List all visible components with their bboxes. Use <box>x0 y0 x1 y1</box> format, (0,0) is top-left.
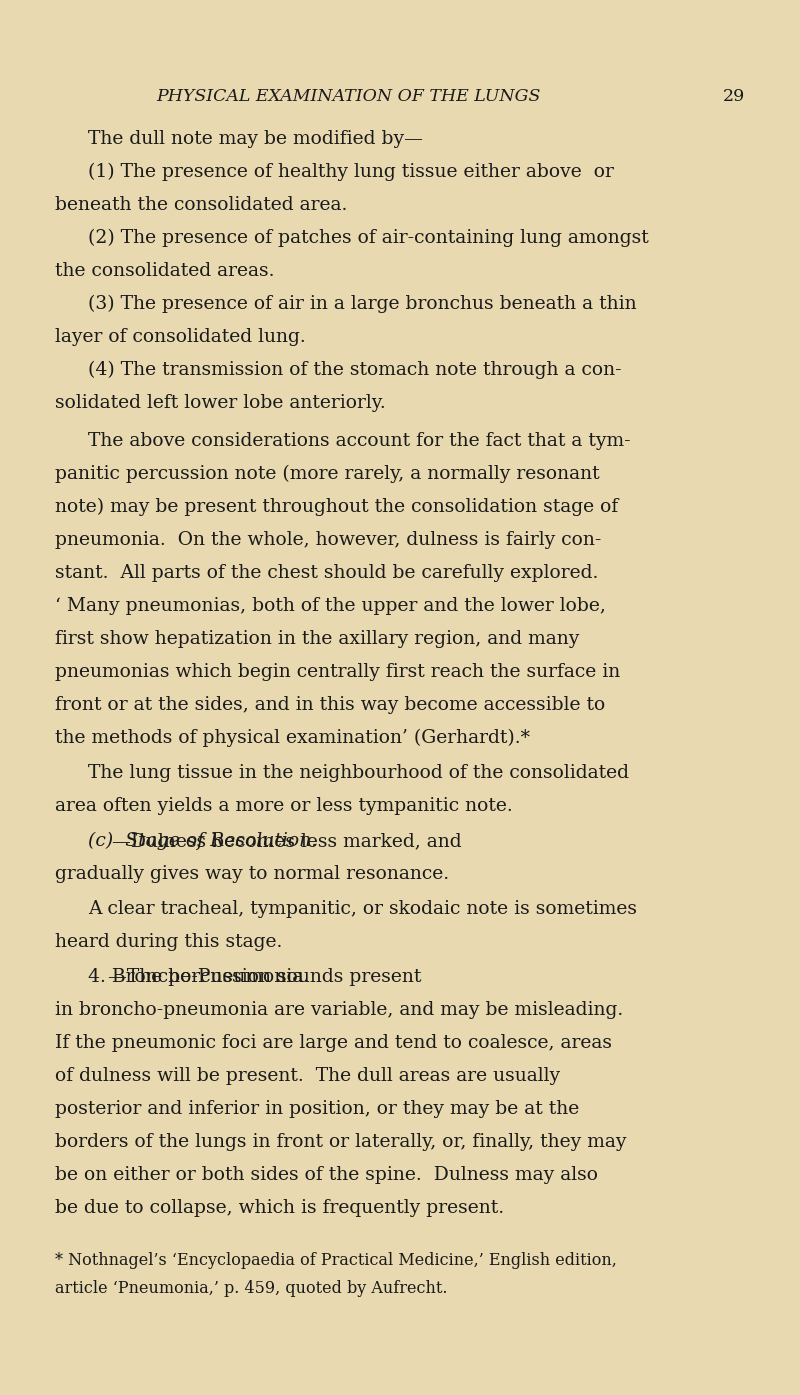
Text: —The percussion sounds present: —The percussion sounds present <box>109 968 422 986</box>
Text: —Dulness becomes less marked, and: —Dulness becomes less marked, and <box>112 831 462 850</box>
Text: be due to collapse, which is frequently present.: be due to collapse, which is frequently … <box>55 1198 504 1216</box>
Text: the consolidated areas.: the consolidated areas. <box>55 262 274 280</box>
Text: in broncho-pneumonia are variable, and may be misleading.: in broncho-pneumonia are variable, and m… <box>55 1002 623 1018</box>
Text: If the pneumonic foci are large and tend to coalesce, areas: If the pneumonic foci are large and tend… <box>55 1034 612 1052</box>
Text: (3) The presence of air in a large bronchus beneath a thin: (3) The presence of air in a large bronc… <box>88 294 637 314</box>
Text: be on either or both sides of the spine.  Dulness may also: be on either or both sides of the spine.… <box>55 1166 598 1184</box>
Text: posterior and inferior in position, or they may be at the: posterior and inferior in position, or t… <box>55 1101 579 1117</box>
Text: first show hepatization in the axillary region, and many: first show hepatization in the axillary … <box>55 631 579 649</box>
Text: gradually gives way to normal resonance.: gradually gives way to normal resonance. <box>55 865 449 883</box>
Text: pneumonias which begin centrally first reach the surface in: pneumonias which begin centrally first r… <box>55 663 620 681</box>
Text: 29: 29 <box>722 88 745 105</box>
Text: (2) The presence of patches of air-containing lung amongst: (2) The presence of patches of air-conta… <box>88 229 649 247</box>
Text: stant.  All parts of the chest should be carefully explored.: stant. All parts of the chest should be … <box>55 564 598 582</box>
Text: The dull note may be modified by—: The dull note may be modified by— <box>88 130 423 148</box>
Text: PHYSICAL EXAMINATION OF THE LUNGS: PHYSICAL EXAMINATION OF THE LUNGS <box>156 88 540 105</box>
Text: layer of consolidated lung.: layer of consolidated lung. <box>55 328 306 346</box>
Text: The lung tissue in the neighbourhood of the consolidated: The lung tissue in the neighbourhood of … <box>88 764 629 783</box>
Text: (1) The presence of healthy lung tissue either above  or: (1) The presence of healthy lung tissue … <box>88 163 614 181</box>
Text: panitic percussion note (more rarely, a normally resonant: panitic percussion note (more rarely, a … <box>55 465 600 483</box>
Text: article ‘Pneumonia,’ p. 459, quoted by Aufrecht.: article ‘Pneumonia,’ p. 459, quoted by A… <box>55 1281 447 1297</box>
Text: area often yields a more or less tympanitic note.: area often yields a more or less tympani… <box>55 797 513 815</box>
Text: borders of the lungs in front or laterally, or, finally, they may: borders of the lungs in front or lateral… <box>55 1133 626 1151</box>
Text: * Nothnagel’s ‘Encyclopaedia of Practical Medicine,’ English edition,: * Nothnagel’s ‘Encyclopaedia of Practica… <box>55 1251 617 1269</box>
Text: 4. Broncho-Pneumonia.: 4. Broncho-Pneumonia. <box>88 968 309 986</box>
Text: (4) The transmission of the stomach note through a con-: (4) The transmission of the stomach note… <box>88 361 622 379</box>
Text: A clear tracheal, tympanitic, or skodaic note is sometimes: A clear tracheal, tympanitic, or skodaic… <box>88 900 637 918</box>
Text: front or at the sides, and in this way become accessible to: front or at the sides, and in this way b… <box>55 696 606 714</box>
Text: of dulness will be present.  The dull areas are usually: of dulness will be present. The dull are… <box>55 1067 560 1085</box>
Text: solidated left lower lobe anteriorly.: solidated left lower lobe anteriorly. <box>55 393 386 412</box>
Text: the methods of physical examination’ (Gerhardt).*: the methods of physical examination’ (Ge… <box>55 730 530 748</box>
Text: note) may be present throughout the consolidation stage of: note) may be present throughout the cons… <box>55 498 618 516</box>
Text: (c)  Stage of Resolution.: (c) Stage of Resolution. <box>88 831 318 850</box>
Text: heard during this stage.: heard during this stage. <box>55 933 282 951</box>
Text: beneath the consolidated area.: beneath the consolidated area. <box>55 197 347 213</box>
Text: ‘ Many pneumonias, both of the upper and the lower lobe,: ‘ Many pneumonias, both of the upper and… <box>55 597 606 615</box>
Text: pneumonia.  On the whole, however, dulness is fairly con-: pneumonia. On the whole, however, dulnes… <box>55 531 602 550</box>
Text: The above considerations account for the fact that a tym-: The above considerations account for the… <box>88 432 630 451</box>
